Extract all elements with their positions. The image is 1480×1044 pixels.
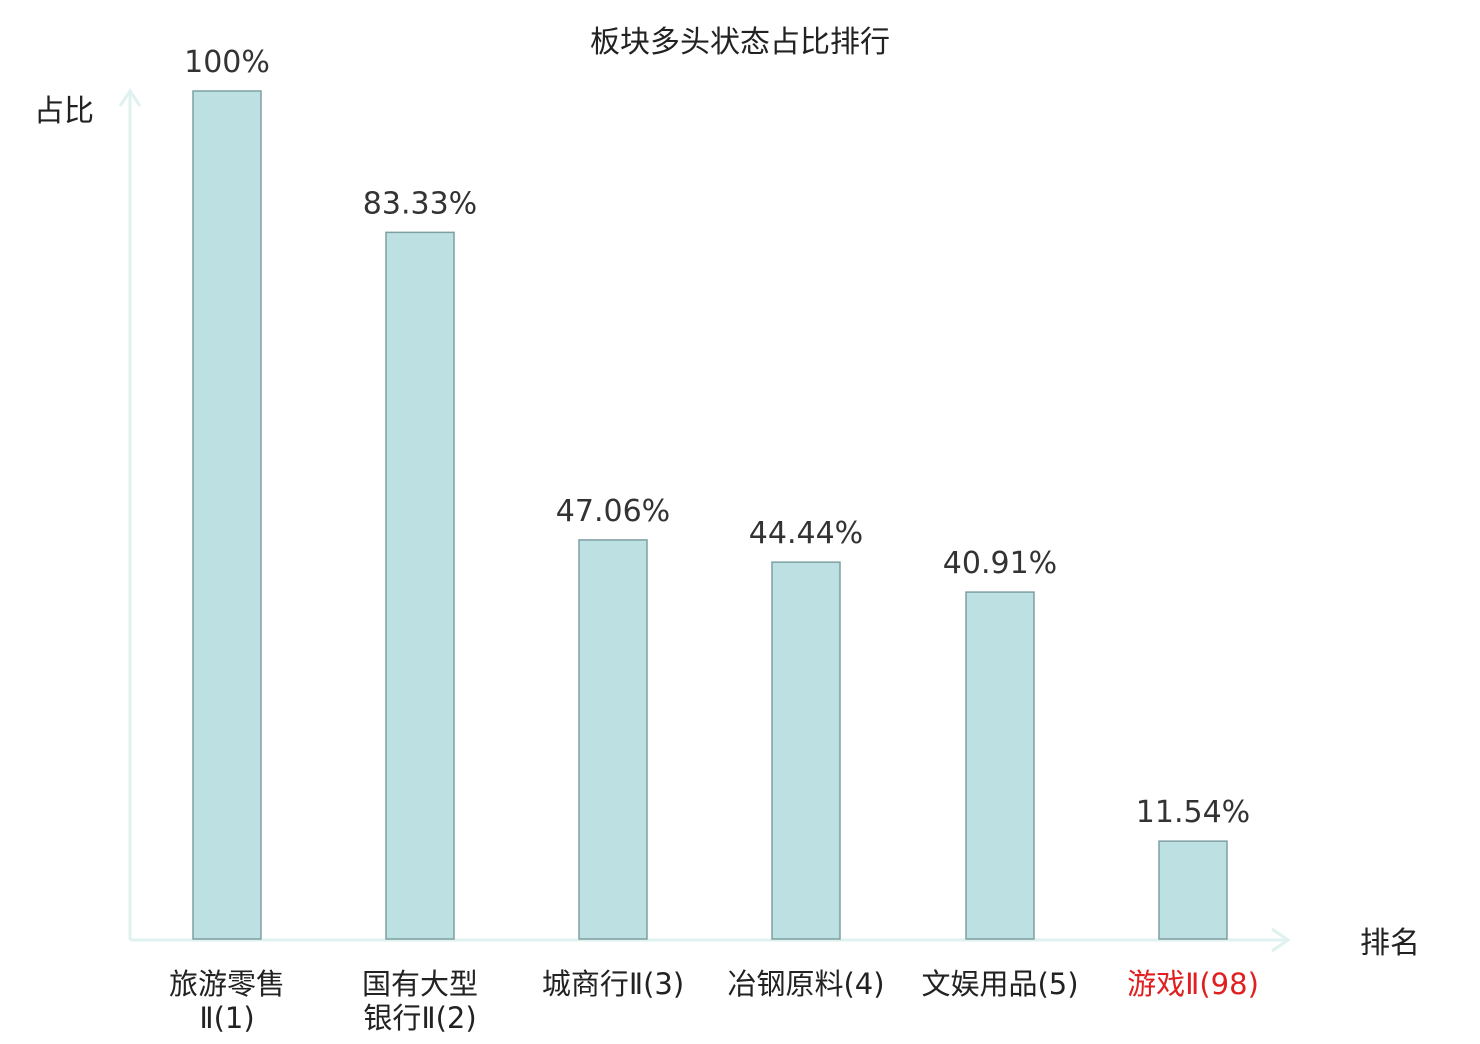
value-label-2: 83.33% (363, 186, 477, 221)
bar-6 (1158, 840, 1228, 940)
category-label-3-line-1: 城商行Ⅱ(3) (542, 967, 684, 1001)
bar-5 (965, 591, 1035, 940)
value-label-5: 40.91% (943, 546, 1057, 581)
x-axis-label: 排名 (1360, 926, 1420, 961)
bar-2 (385, 231, 455, 940)
bar-3 (578, 539, 648, 940)
value-label-1: 100% (184, 45, 270, 80)
value-label-4: 44.44% (749, 516, 863, 551)
category-label-1-line-2: Ⅱ(1) (199, 1001, 254, 1035)
category-label-4-line-1: 冶钢原料(4) (727, 967, 884, 1001)
bar-4 (771, 561, 841, 940)
category-label-1-line-1: 旅游零售 (169, 967, 285, 1001)
bar-1 (192, 90, 262, 940)
y-axis-arrow (118, 88, 142, 107)
category-label-5-line-1: 文娱用品(5) (921, 967, 1078, 1001)
axes (118, 88, 1291, 953)
category-label-2-line-1: 国有大型 (362, 967, 478, 1001)
x-axis-arrow (1271, 927, 1291, 953)
bars-group (192, 90, 1228, 940)
value-label-6: 11.54% (1136, 795, 1250, 830)
category-label-6-line-1: 游戏Ⅱ(98) (1127, 967, 1259, 1001)
y-axis-label: 占比 (34, 94, 94, 129)
chart-title: 板块多头状态占比排行 (590, 25, 890, 60)
value-label-3: 47.06% (556, 494, 670, 529)
category-label-2-line-2: 银行Ⅱ(2) (363, 1001, 476, 1035)
value-labels-group: 100% 83.33% 47.06% 44.44% 40.91% 11.54% (184, 45, 1250, 830)
